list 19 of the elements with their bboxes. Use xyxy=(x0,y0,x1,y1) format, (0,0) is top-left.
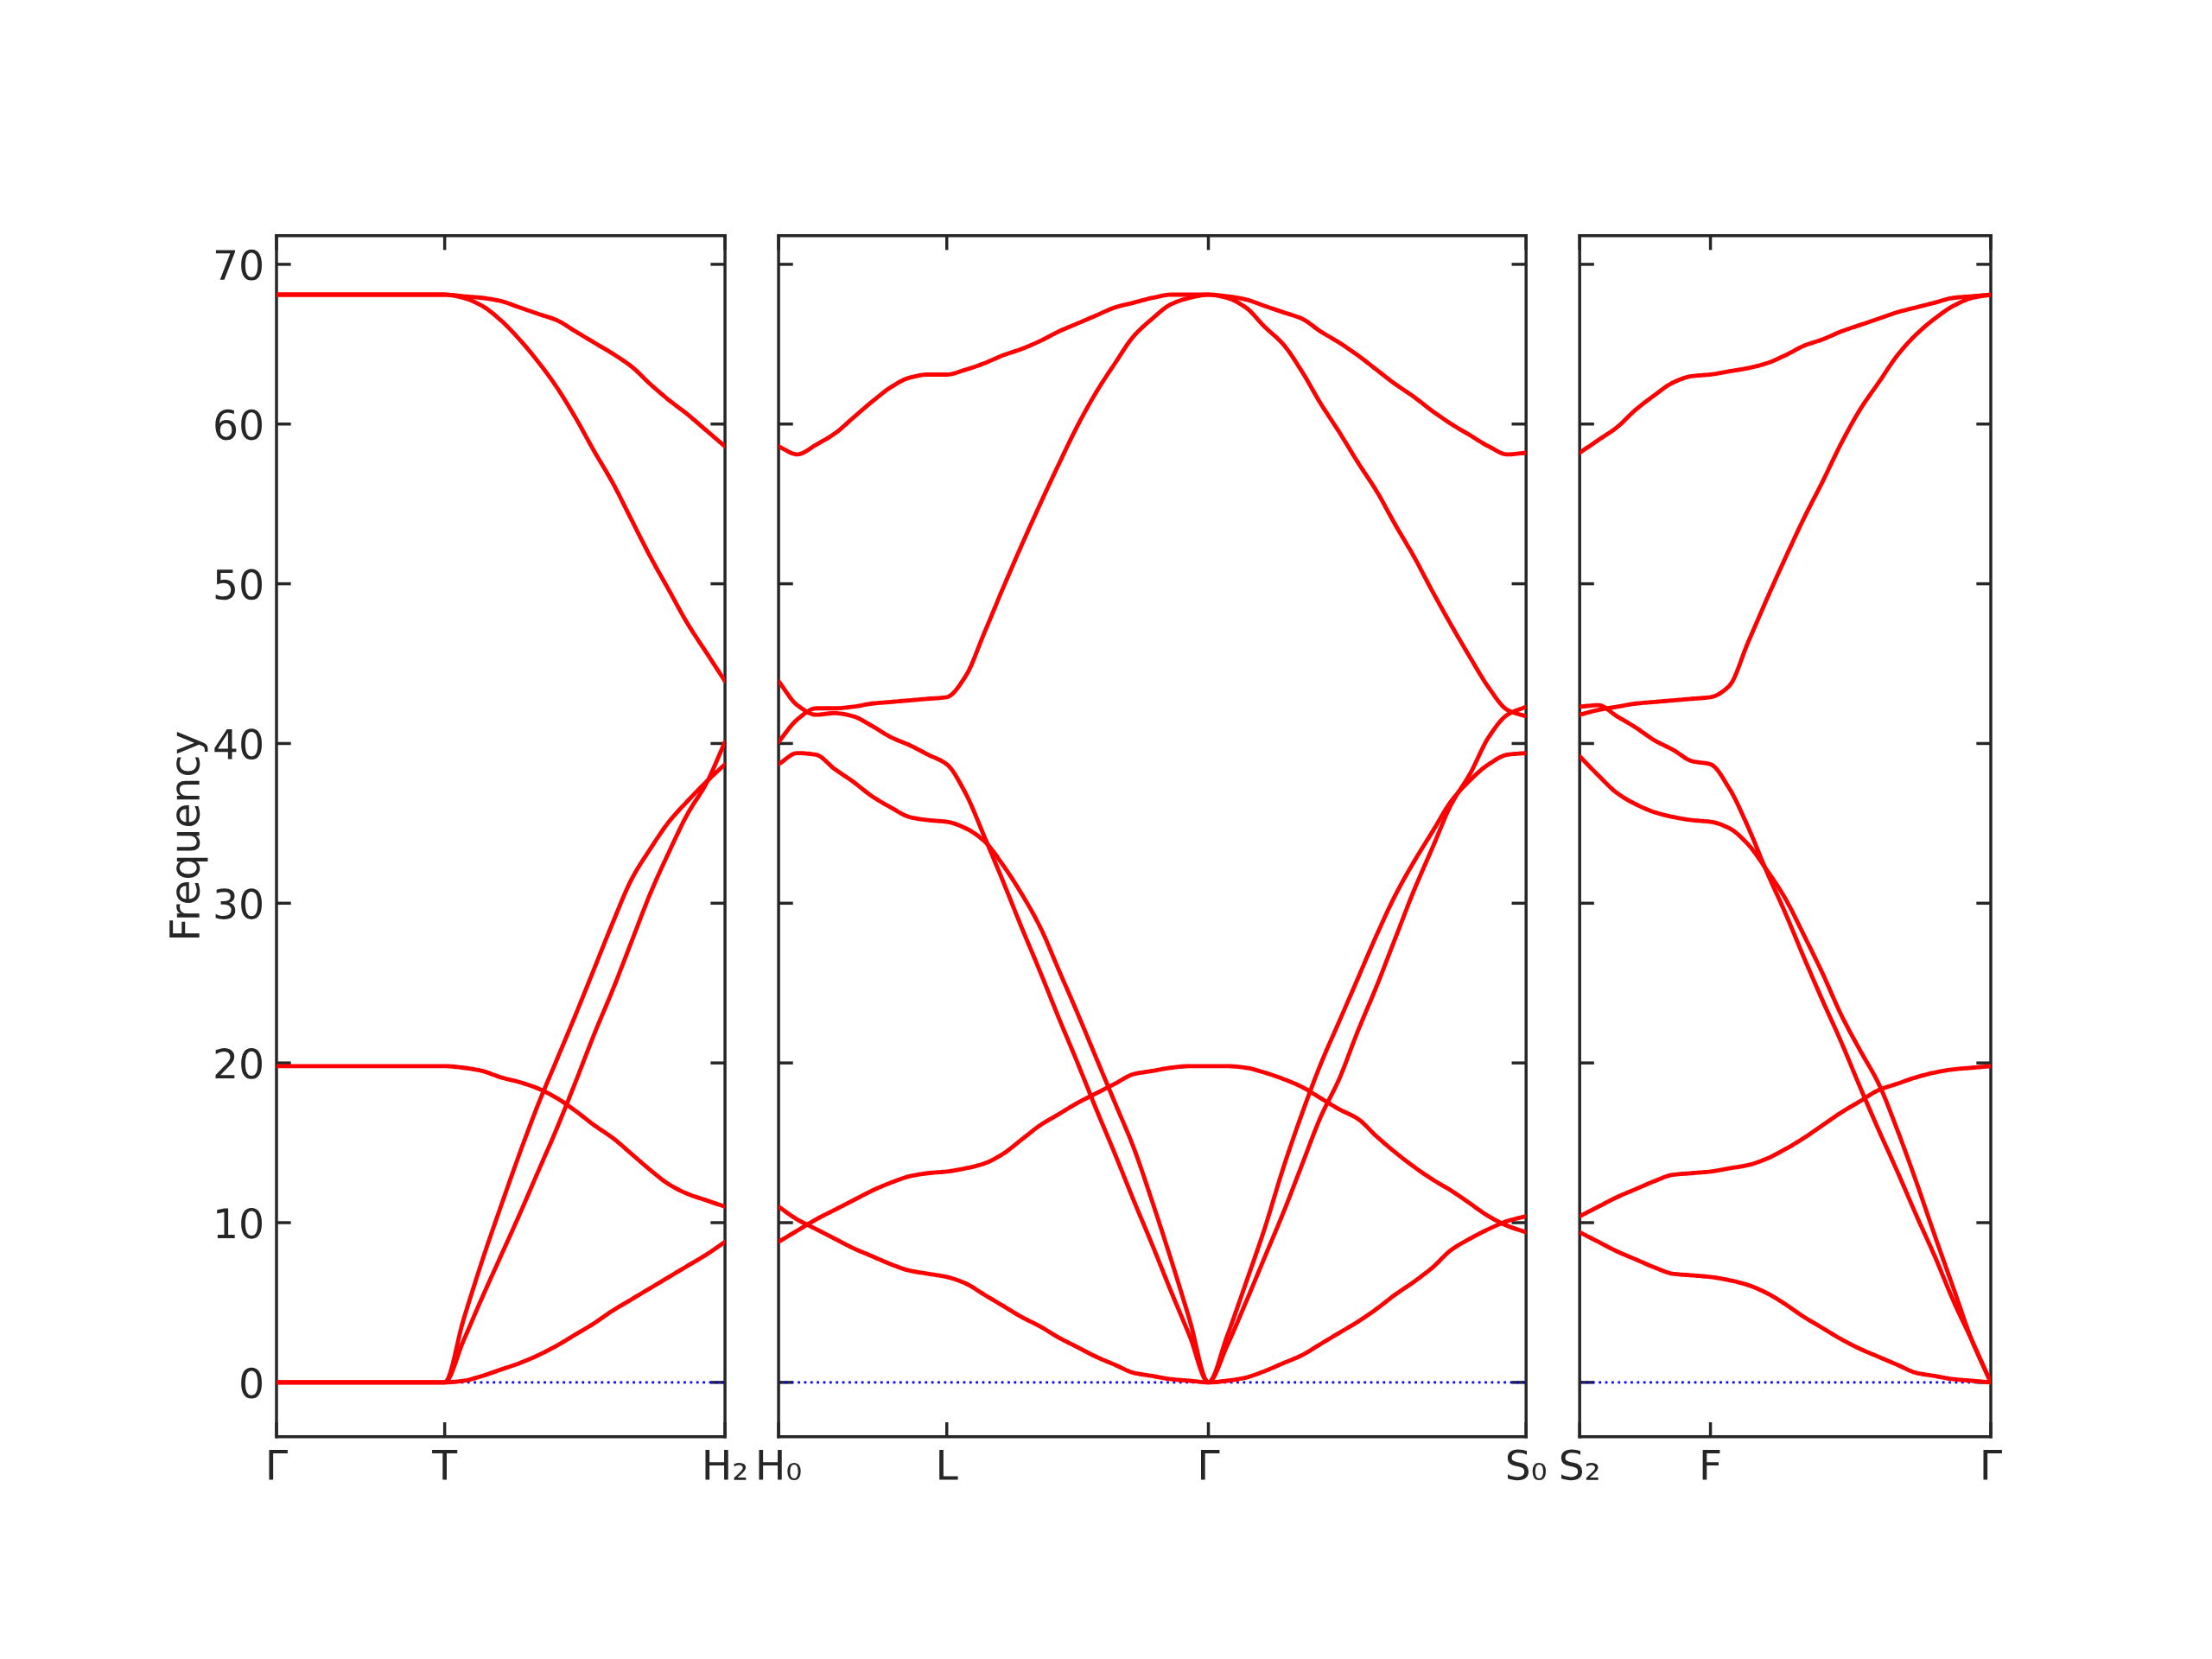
y-tick-label: 20 xyxy=(215,1048,262,1079)
y-tick-label: 10 xyxy=(217,1207,262,1239)
x-tick-label: H₂ xyxy=(705,1450,747,1480)
y-tick-label: 30 xyxy=(215,888,262,919)
y-axis-title: Frequency xyxy=(169,732,208,938)
x-tick-label: S₀ xyxy=(1507,1449,1546,1481)
x-tick-label: H₀ xyxy=(759,1450,801,1481)
y-tick-label: 60 xyxy=(215,409,262,441)
y-tick-label: 50 xyxy=(215,569,262,601)
y-tick-label: 0 xyxy=(241,1367,262,1399)
x-tick-label: S₂ xyxy=(1560,1449,1599,1481)
x-tick-label: T xyxy=(432,1450,458,1480)
y-tick-label: 70 xyxy=(215,249,262,281)
y-tick-label: 40 xyxy=(214,728,262,760)
x-tick-label: Γ xyxy=(269,1450,288,1480)
x-tick-label: Γ xyxy=(1200,1450,1220,1480)
x-tick-label: Γ xyxy=(1983,1450,2002,1480)
x-tick-label: F xyxy=(1702,1450,1720,1480)
x-tick-label: L xyxy=(939,1450,958,1480)
